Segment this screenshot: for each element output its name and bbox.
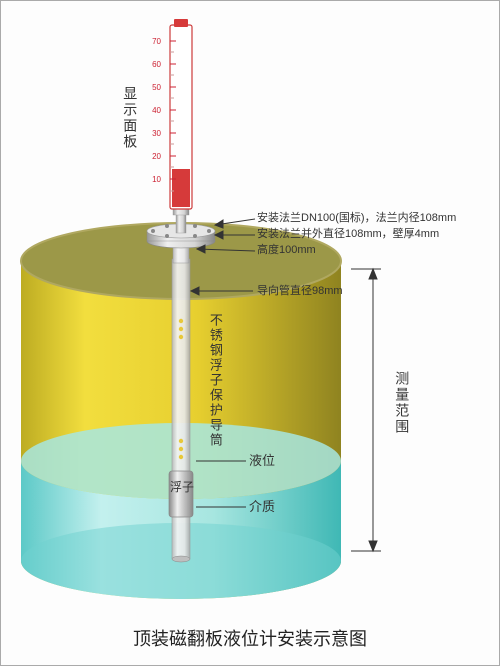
label-guide-tube-dia: 导向管直径98mm bbox=[257, 284, 343, 298]
display-panel-red-band bbox=[172, 169, 190, 207]
label-display-panel: 显示面板 bbox=[121, 86, 139, 150]
label-flange-line1: 安装法兰DN100(国标)，法兰内径108mm bbox=[257, 211, 456, 225]
svg-text:50: 50 bbox=[152, 83, 161, 92]
diagram-canvas: 70 60 50 40 30 20 10 bbox=[0, 0, 500, 666]
label-protection-tube: 不锈钢浮子保护导筒 bbox=[206, 313, 223, 448]
svg-text:30: 30 bbox=[152, 129, 161, 138]
svg-text:60: 60 bbox=[152, 60, 161, 69]
label-flange-line2: 安装法兰并外直径108mm，壁厚4mm bbox=[257, 227, 439, 241]
label-liquid-level: 液位 bbox=[249, 453, 275, 470]
label-range: 测量范围 bbox=[393, 371, 411, 435]
diagram-caption: 顶装磁翻板液位计安装示意图 bbox=[1, 625, 499, 651]
svg-text:70: 70 bbox=[152, 37, 161, 46]
diagram-svg: 70 60 50 40 30 20 10 bbox=[1, 1, 500, 666]
label-flange-line3: 高度100mm bbox=[257, 243, 316, 257]
label-float: 浮子 bbox=[169, 481, 195, 494]
measurement-range-dim bbox=[351, 269, 381, 551]
svg-text:10: 10 bbox=[152, 175, 161, 184]
svg-text:40: 40 bbox=[152, 106, 161, 115]
svg-text:20: 20 bbox=[152, 152, 161, 161]
label-medium: 介质 bbox=[249, 499, 275, 516]
